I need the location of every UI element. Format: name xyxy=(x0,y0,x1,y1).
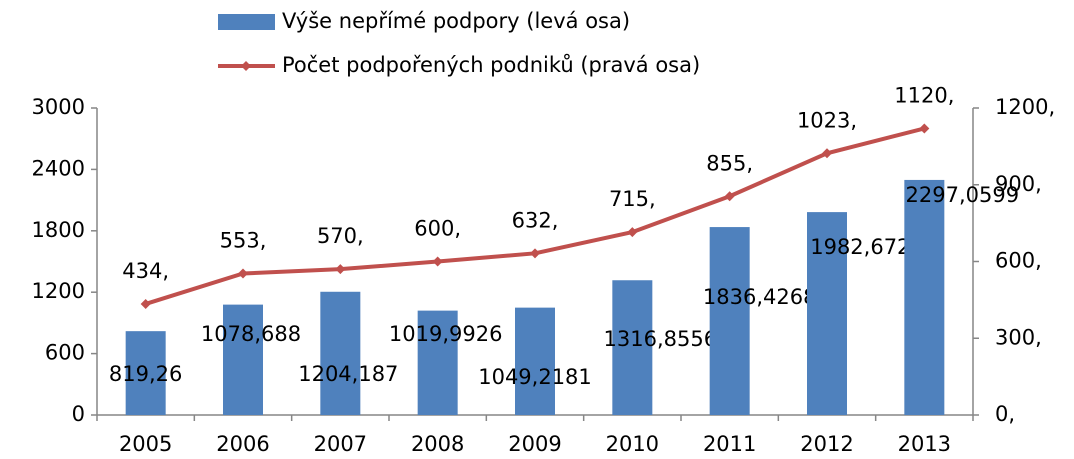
y2-tick-label: 600, xyxy=(995,249,1042,273)
x-tick-label: 2008 xyxy=(411,432,464,456)
y2-tick-label: 0, xyxy=(995,402,1015,426)
line-label: 600, xyxy=(414,217,461,241)
bar-label: 1316,8556 xyxy=(604,327,718,351)
y-tick-label: 1800 xyxy=(32,218,85,242)
line-marker xyxy=(627,227,638,238)
legend-marker xyxy=(241,61,251,71)
line-label: 553, xyxy=(220,229,267,253)
x-tick-label: 2011 xyxy=(703,432,756,456)
bar xyxy=(709,227,750,415)
line-label: 855, xyxy=(706,151,753,175)
bar xyxy=(223,304,263,415)
line-marker xyxy=(530,248,540,259)
line-marker xyxy=(238,268,248,279)
bar-label: 1078,688 xyxy=(201,322,301,346)
x-tick-label: 2005 xyxy=(119,432,172,456)
line-marker xyxy=(140,298,151,309)
line-marker xyxy=(919,123,930,134)
bar-label: 1049,2181 xyxy=(478,365,592,389)
legend-label: Počet podpořených podniků (pravá osa) xyxy=(282,53,700,77)
legend-label: Výše nepřímé podpory (levá osa) xyxy=(282,9,630,33)
x-tick-label: 2006 xyxy=(216,432,269,456)
x-tick-label: 2009 xyxy=(508,432,561,456)
line-marker xyxy=(335,264,346,275)
x-tick-label: 2013 xyxy=(898,432,951,456)
y2-tick-label: 1200, xyxy=(995,95,1055,119)
y-tick-label: 0 xyxy=(72,402,85,426)
bar-label: 1204,187 xyxy=(298,362,398,386)
bar xyxy=(807,212,847,415)
y-tick-label: 2400 xyxy=(32,156,85,180)
bar xyxy=(320,291,361,415)
line-label: 632, xyxy=(512,208,559,232)
line-label: 715, xyxy=(609,187,656,211)
x-tick-label: 2010 xyxy=(606,432,659,456)
line-label: 1023, xyxy=(797,108,857,132)
bar xyxy=(612,280,653,415)
bar-label: 1019,9926 xyxy=(389,322,503,346)
x-tick-label: 2007 xyxy=(314,432,367,456)
bar xyxy=(515,307,555,415)
y-tick-label: 600 xyxy=(45,341,85,365)
legend-swatch xyxy=(218,14,275,30)
y2-tick-label: 900, xyxy=(995,172,1042,196)
line-marker xyxy=(822,148,832,159)
line-label: 434, xyxy=(122,259,169,283)
line-marker xyxy=(724,191,735,202)
y-tick-label: 1200 xyxy=(32,279,85,303)
bar xyxy=(904,179,945,415)
bar-label: 2297,0599 xyxy=(906,183,1020,207)
x-tick-label: 2012 xyxy=(800,432,853,456)
y-tick-label: 3000 xyxy=(32,95,85,119)
y2-tick-label: 300, xyxy=(995,325,1042,349)
bar xyxy=(417,310,458,415)
line-marker xyxy=(432,256,443,267)
bar-label: 819,26 xyxy=(109,362,182,386)
line-label: 570, xyxy=(317,224,364,248)
bar-label: 1836,4268 xyxy=(703,285,817,309)
bar xyxy=(125,331,166,415)
line-label: 1120, xyxy=(894,83,954,107)
